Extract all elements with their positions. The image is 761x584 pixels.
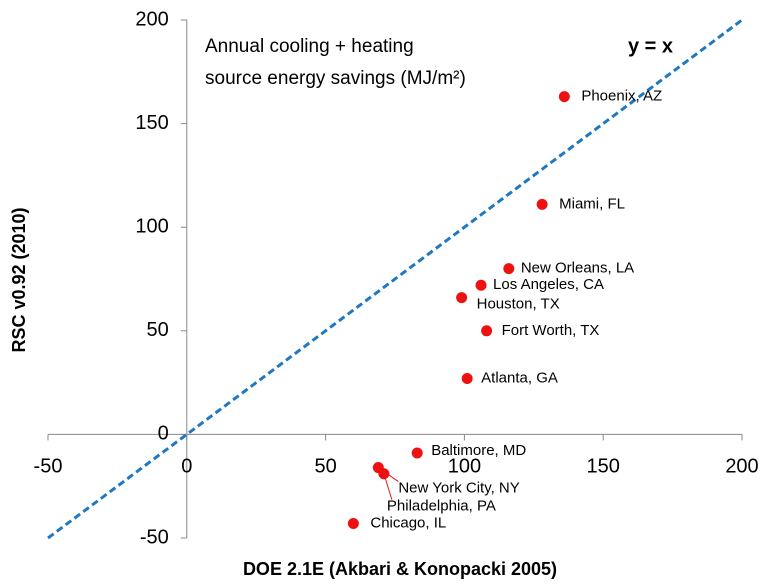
x-tick-label: 150 <box>587 456 620 478</box>
point <box>475 279 487 291</box>
point <box>558 91 570 103</box>
point-label: Fort Worth, TX <box>502 322 600 339</box>
annotation: source energy savings (MJ/m²) <box>205 68 466 89</box>
x-tick-label: 0 <box>181 456 192 478</box>
x-tick-label: 100 <box>448 456 481 478</box>
point-label: New York City, NY <box>398 480 519 497</box>
x-tick-label: 50 <box>314 456 336 478</box>
y-tick-label: 100 <box>135 215 168 237</box>
x-axis-title: DOE 2.1E (Akbari & Konopacki 2005) <box>243 559 557 579</box>
point-label: Chicago, IL <box>370 514 446 531</box>
point <box>503 263 515 275</box>
point <box>411 447 423 459</box>
point <box>481 325 493 337</box>
x-tick-label: -50 <box>34 456 63 478</box>
point <box>456 292 468 304</box>
y-tick-label: 200 <box>135 8 168 30</box>
point-label: Los Angeles, CA <box>493 276 604 293</box>
point <box>347 517 359 529</box>
reference-line <box>47 18 743 540</box>
y-axis-title: RSC v0.92 (2010) <box>9 207 29 352</box>
annotation: Annual cooling + heating <box>205 36 414 57</box>
point-label: Houston, TX <box>477 296 560 313</box>
y-tick-label: 50 <box>147 319 169 341</box>
x-tick-label: 200 <box>725 456 758 478</box>
point <box>536 198 548 210</box>
point-label: Philadelphia, PA <box>387 498 496 515</box>
point <box>378 468 390 480</box>
point-label: New Orleans, LA <box>521 260 634 277</box>
reference-label: y = x <box>628 35 673 57</box>
point-label: Phoenix, AZ <box>581 88 662 105</box>
y-tick-label: 150 <box>135 112 168 134</box>
point-label: Atlanta, GA <box>481 369 558 386</box>
y-tick-label: -50 <box>140 526 169 548</box>
point-label: Baltimore, MD <box>431 442 526 459</box>
point-label: Miami, FL <box>559 195 625 212</box>
y-tick-label: 0 <box>158 423 169 445</box>
point <box>461 372 473 384</box>
